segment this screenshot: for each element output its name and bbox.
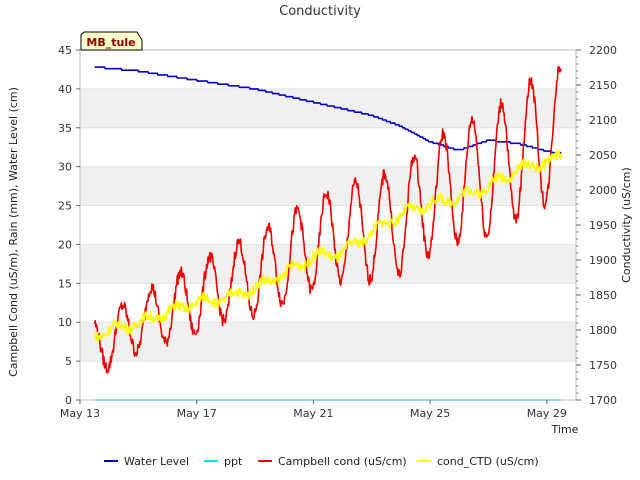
- right-tick-label: 2150: [589, 79, 617, 92]
- left-tick-label: 15: [58, 277, 72, 290]
- station-label-box: MB_tule: [80, 31, 143, 51]
- left-tick-label: 35: [58, 122, 72, 135]
- x-tick-label: May 29: [527, 407, 567, 420]
- grid-band: [80, 322, 576, 362]
- legend-label-ppt: ppt: [224, 455, 243, 468]
- legend-label-cond-ctd-us-cm: cond_CTD (uS/cm): [437, 455, 539, 468]
- right-tick-label: 2100: [589, 114, 617, 127]
- left-y-axis-title: Campbell Cond (uS/m), Rain (mm), Water L…: [7, 87, 20, 377]
- right-tick-label: 2200: [589, 44, 617, 57]
- x-tick-label: May 21: [293, 407, 333, 420]
- left-tick-label: 40: [58, 83, 72, 96]
- right-y-axis: 1700 1750 1800 1850 1900 1950 2000 2050 2100 2150…: [576, 44, 617, 407]
- x-axis-title: Time: [551, 423, 579, 436]
- x-axis: May 13 May 17 May 21 May 25 May 29: [60, 400, 567, 420]
- chart-title: Conductivity: [279, 4, 361, 19]
- right-y-axis-title: Conductivity (uS/cm): [620, 167, 633, 283]
- right-tick-label: 2050: [589, 149, 617, 162]
- legend-label-campbell-cond-us-cm: Campbell cond (uS/cm): [278, 455, 407, 468]
- series-line-campbell-cond-us-cm: [93, 66, 563, 374]
- grid-band: [80, 244, 576, 284]
- left-tick-label: 0: [65, 394, 72, 407]
- series-line-water-level: [94, 66, 562, 154]
- right-tick-label: 1950: [589, 219, 617, 232]
- legend: Water Level ppt Campbell cond (uS/cm) cond_…: [104, 455, 539, 468]
- right-tick-label: 2000: [589, 184, 617, 197]
- station-label-shape: [80, 31, 143, 51]
- right-tick-label: 1900: [589, 254, 617, 267]
- right-tick-label: 1850: [589, 289, 617, 302]
- left-tick-label: 5: [65, 355, 72, 368]
- series-line-cond-ctd-us-cm: [94, 149, 563, 343]
- left-tick-label: 30: [58, 161, 72, 174]
- grid-bands: [80, 88, 576, 401]
- right-tick-label: 1700: [589, 394, 617, 407]
- left-tick-label: 25: [58, 200, 72, 213]
- station-label: MB_tule: [86, 36, 135, 49]
- right-tick-label: 1750: [589, 359, 617, 372]
- grid-band: [80, 88, 576, 128]
- legend-label-water-level: Water Level: [124, 455, 189, 468]
- left-y-axis: 0 5 10 15 20 25 30 35 40 45: [58, 44, 80, 407]
- x-tick-label: May 25: [410, 407, 450, 420]
- x-tick-label: May 13: [60, 407, 100, 420]
- right-tick-label: 1800: [589, 324, 617, 337]
- left-tick-label: 45: [58, 44, 72, 57]
- x-tick-label: May 17: [177, 407, 217, 420]
- left-tick-label: 10: [58, 316, 72, 329]
- left-tick-label: 20: [58, 238, 72, 251]
